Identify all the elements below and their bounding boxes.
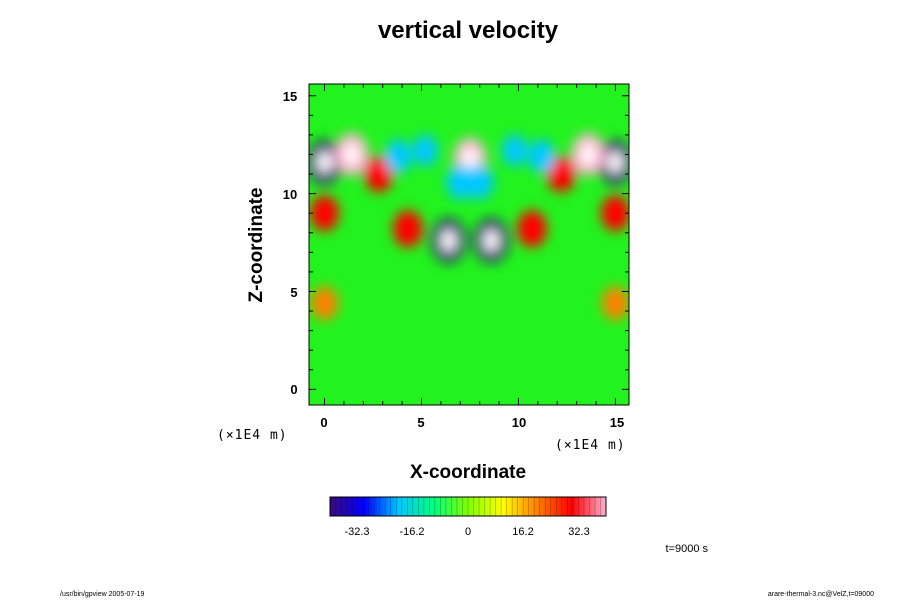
field-feature-4 [517,210,547,248]
field-feature-core-8 [316,151,333,174]
plot-field [309,84,629,405]
colorbar-tick-label-3: 0 [465,526,471,538]
x-tick-label-0: 0 [320,415,327,430]
footer-right: arare-thermal-3.nc@VelZ,t=09000 [768,591,874,598]
plot-frame [308,83,630,406]
x-tick-label-15: 15 [610,415,624,430]
field-feature-core-9 [607,151,624,174]
colorbar-divisions [335,497,601,516]
field-feature-16 [364,156,394,193]
colorbar-tick-label-1: -32.3 [344,526,369,538]
field-feature-6 [446,164,475,200]
field-feature-21 [501,134,528,167]
time-label: t=9000 s [665,543,708,555]
colorbar-tick-label-2: -16.2 [399,526,424,538]
x-axis-unit-label: (×1E4 m) [555,438,626,453]
field-feature-17 [546,156,576,193]
field-feature-core-1 [440,229,457,252]
colorbar [329,496,607,517]
field-feature-3 [393,210,423,248]
field-feature-19 [528,139,556,174]
footer-left: /usr/bin/gpview 2005-07-19 [60,591,145,598]
field-feature-15 [601,286,629,321]
y-tick-label-5: 5 [290,285,297,300]
field-feature-core-5 [462,147,478,169]
field-feature-7 [465,164,494,200]
x-axis-title: X-coordinate [410,462,526,483]
x-tick-label-10: 10 [512,415,526,430]
y-tick-label-10: 10 [283,187,297,202]
field-feature-core-2 [483,229,500,252]
axis-ticks [309,84,629,405]
y-axis-title: Z-coordinate [246,187,267,302]
y-tick-label-15: 15 [283,89,297,104]
field-feature-18 [384,139,412,174]
plot-background [309,84,629,405]
field-feature-13 [601,195,629,232]
chart-title: vertical velocity [378,17,559,44]
z-axis-unit-label: (×1E4 m) [217,428,288,443]
field-feature-core-11 [580,143,596,166]
field-feature-20 [412,134,438,167]
field-feature-core-10 [344,143,360,166]
x-tick-label-5: 5 [417,415,424,430]
y-tick-label-0: 0 [290,382,297,397]
colorbar-tick-label-4: 16.2 [512,526,533,538]
field-feature-12 [310,195,339,232]
field-feature-14 [311,286,338,321]
colorbar-tick-label-5: 32.3 [568,526,589,538]
